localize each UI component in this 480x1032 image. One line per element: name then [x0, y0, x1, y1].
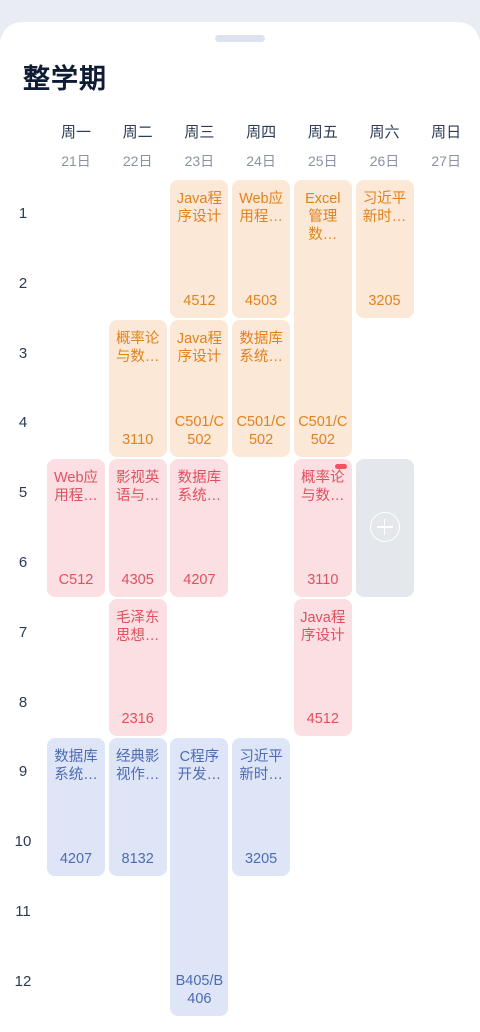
course-name: 习近平新时…	[239, 749, 283, 784]
period-label-12: 12	[14, 972, 32, 990]
page-title: 整学期	[23, 64, 107, 94]
course-card[interactable]: 毛泽东思想… 2316	[108, 598, 167, 737]
course-name: C程序开发…	[177, 749, 222, 784]
course-card[interactable]: 习近平新时… 3205	[355, 180, 414, 318]
course-name: 数据库系统…	[177, 470, 222, 505]
course-room: C501/C502	[236, 414, 286, 449]
course-name: 习近平新时…	[362, 191, 407, 225]
notification-badge	[334, 464, 347, 470]
course-card[interactable]: 数据库系统… 4207	[170, 459, 229, 597]
course-card[interactable]: Java程序设计 4512	[293, 598, 352, 737]
day-date-7: 27日	[431, 153, 461, 169]
day-name-6: 周六	[369, 124, 400, 141]
period-label-8: 8	[18, 693, 28, 711]
day-name-3: 周三	[184, 124, 215, 141]
period-label-9: 9	[18, 763, 28, 781]
course-card[interactable]: C程序开发… B405/B406	[170, 738, 229, 1016]
day-date-2: 22日	[122, 153, 153, 169]
course-name: 影视英语与…	[115, 470, 160, 505]
period-label-5: 5	[18, 484, 28, 502]
day-date-3: 23日	[184, 153, 215, 169]
course-card[interactable]: 习近平新时… 3205	[232, 738, 291, 876]
course-room: 3205	[244, 850, 278, 867]
course-name: Java程序设计	[300, 609, 346, 644]
course-card[interactable]: 概率论与数… 3110	[108, 319, 167, 458]
course-name: 概率论与数…	[301, 470, 345, 505]
schedule-sheet: 整学期 周一 21日 周二 22日 周三 23日 周四 24日 周五 25日 周六 26日 周日 27日 …	[0, 22, 480, 1032]
day-name-5: 周五	[307, 124, 338, 141]
period-label-6: 6	[18, 554, 28, 571]
course-card[interactable]: Java程序设计 4512	[170, 180, 229, 318]
course-room: 4512	[183, 292, 216, 309]
day-date-5: 25日	[308, 153, 338, 169]
period-label-3: 3	[18, 344, 28, 362]
period-label-10: 10	[14, 833, 32, 851]
period-label-7: 7	[18, 623, 28, 641]
course-card[interactable]: 数据库系统… C501/C502	[232, 319, 291, 458]
course-name: 经典影视作…	[115, 749, 160, 784]
course-name: Excel管理数…	[305, 191, 341, 243]
course-room: B405/B406	[175, 972, 224, 1007]
course-card[interactable]: 数据库系统… 4207	[47, 738, 105, 876]
day-date-1: 21日	[61, 153, 91, 169]
drag-handle[interactable]	[215, 35, 265, 42]
course-room: C512	[58, 571, 94, 588]
course-room: C501/C502	[174, 414, 224, 449]
course-card[interactable]: 概率论与数… 3110	[293, 459, 352, 597]
course-room: 4305	[121, 571, 154, 588]
day-date-4: 24日	[246, 153, 276, 169]
course-room: 3110	[122, 432, 154, 449]
course-card[interactable]: 经典影视作… 8132	[108, 738, 167, 876]
course-name: Java程序设计	[176, 330, 222, 365]
course-name: Web应用程…	[239, 191, 284, 225]
day-name-7: 周日	[431, 124, 462, 141]
period-label-4: 4	[18, 414, 28, 432]
course-name: Web应用程…	[53, 470, 99, 505]
period-label-11: 11	[15, 903, 31, 920]
course-name: 数据库系统…	[239, 330, 283, 365]
day-date-6: 26日	[369, 153, 400, 169]
course-room: 4503	[244, 292, 278, 309]
course-name: 毛泽东思想…	[115, 609, 160, 644]
course-room: 4207	[183, 571, 216, 588]
course-room: C501/C502	[298, 414, 348, 449]
course-room: 4207	[59, 850, 93, 867]
course-room: 2316	[121, 711, 154, 728]
course-name: Java程序设计	[176, 191, 222, 225]
course-name: 数据库系统…	[54, 749, 98, 784]
course-room: 4512	[306, 711, 339, 728]
course-card[interactable]: Web应用程… 4503	[232, 180, 291, 318]
course-room: 3205	[368, 292, 401, 309]
course-card[interactable]: Web应用程… C512	[47, 459, 105, 597]
course-card[interactable]: Java程序设计 C501/C502	[170, 319, 229, 458]
day-name-2: 周二	[122, 124, 153, 141]
course-card[interactable]: Excel管理数… C501/C502	[293, 180, 352, 458]
course-room: 8132	[121, 850, 154, 867]
period-label-1: 1	[18, 205, 28, 222]
course-name: 概率论与数…	[115, 330, 160, 365]
add-course-button[interactable]	[355, 459, 414, 597]
course-card[interactable]: 影视英语与… 4305	[108, 459, 167, 597]
period-label-2: 2	[18, 274, 28, 292]
day-name-4: 周四	[246, 124, 277, 141]
add-circle-icon	[369, 512, 400, 543]
course-room: 3110	[307, 571, 339, 588]
day-name-1: 周一	[60, 124, 91, 141]
